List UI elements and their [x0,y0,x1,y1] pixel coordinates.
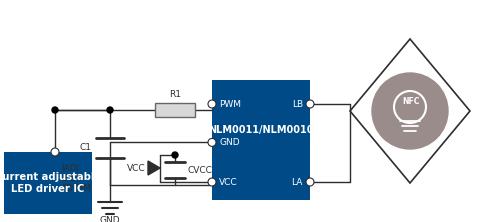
FancyBboxPatch shape [4,152,92,214]
Text: VCC: VCC [127,163,146,172]
Text: PWM: PWM [219,99,241,109]
Text: GND: GND [100,216,120,222]
Circle shape [51,148,59,156]
Circle shape [208,138,216,146]
Text: NFC: NFC [402,97,420,105]
Polygon shape [148,161,160,175]
Text: CVCC: CVCC [188,165,213,174]
Circle shape [208,100,216,108]
Text: IADJ: IADJ [61,164,79,173]
Text: Current adjustable
LED driver IC: Current adjustable LED driver IC [0,172,101,194]
Text: ADIMM: ADIMM [61,184,92,193]
Text: C1: C1 [80,143,92,152]
Text: VCC: VCC [219,178,238,186]
Bar [155,103,195,117]
Circle shape [52,107,58,113]
Circle shape [306,178,314,186]
FancyBboxPatch shape [212,80,310,200]
Circle shape [372,73,448,149]
Circle shape [107,107,113,113]
Text: R1: R1 [169,90,181,99]
Text: LA: LA [292,178,303,186]
Circle shape [208,178,216,186]
Circle shape [172,152,178,158]
Circle shape [306,100,314,108]
Text: NLM0011/NLM0010: NLM0011/NLM0010 [208,125,314,135]
Text: ISET: ISET [61,174,80,183]
Text: LB: LB [292,99,303,109]
Text: GND: GND [219,138,240,147]
